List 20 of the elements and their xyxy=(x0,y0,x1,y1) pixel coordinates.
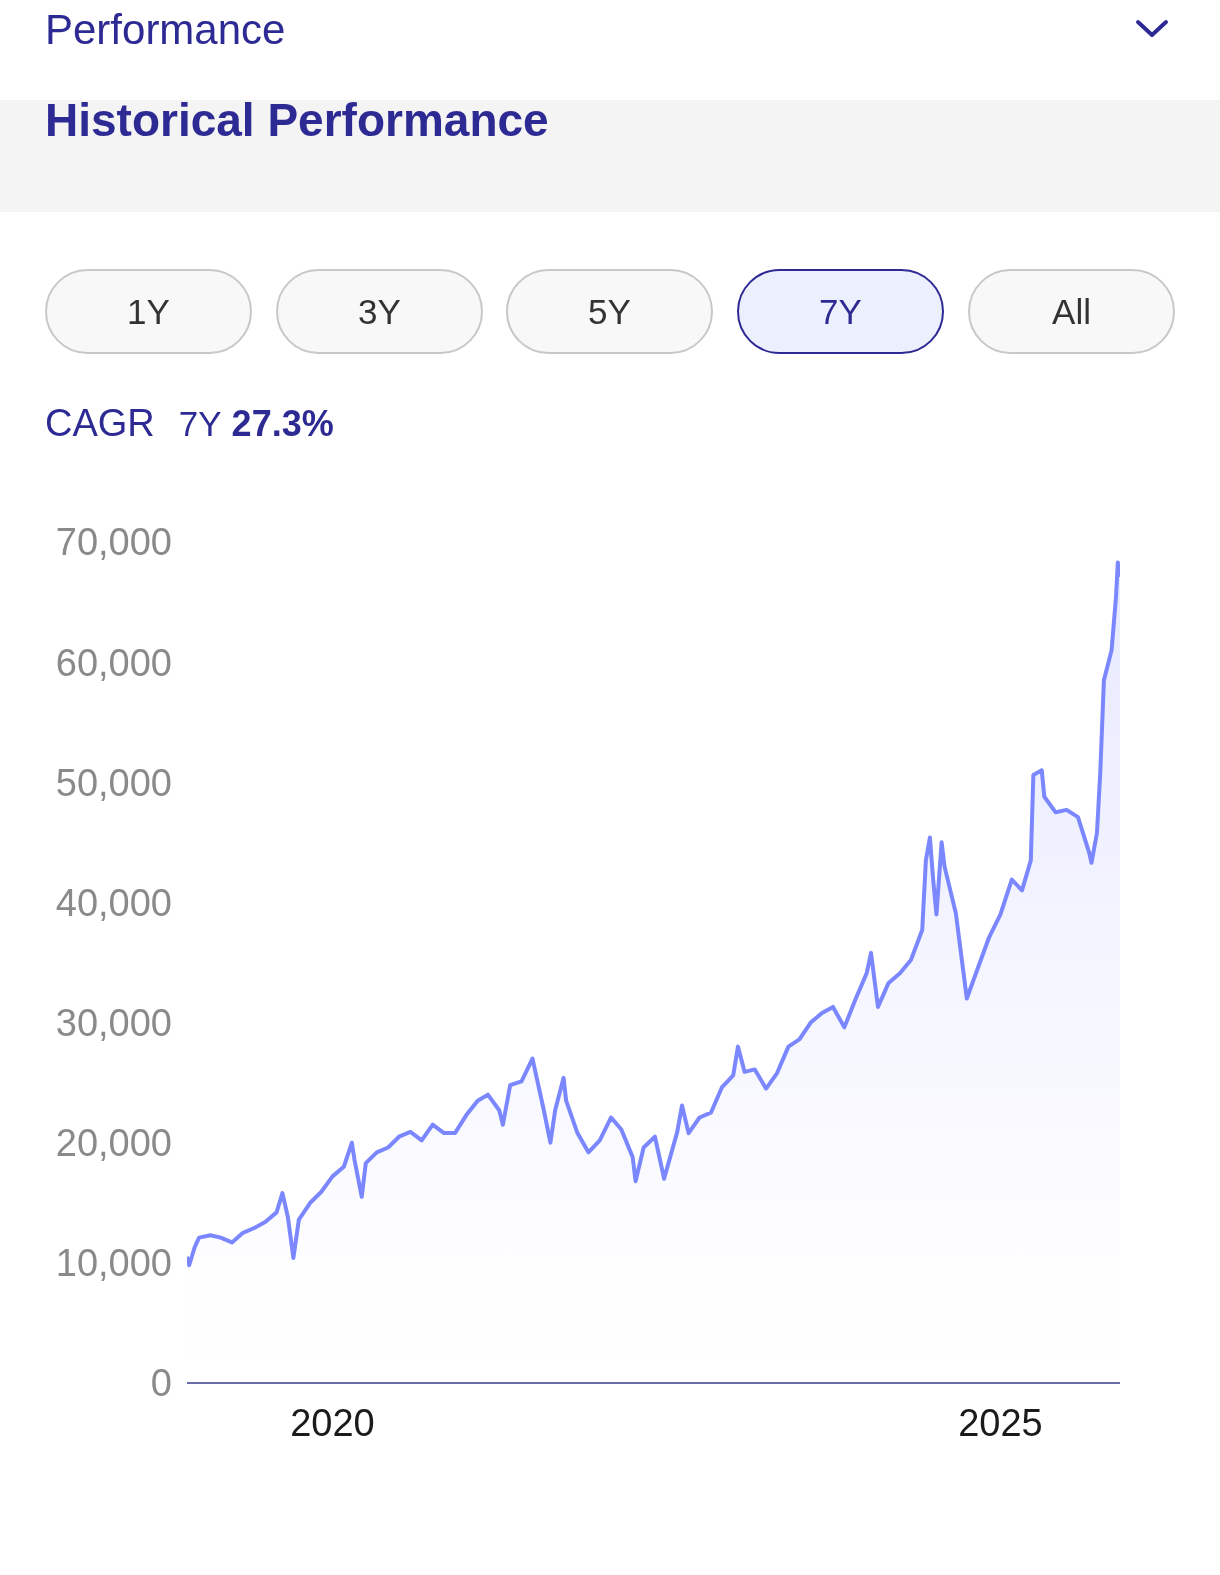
y-tick-label: 0 xyxy=(150,1362,172,1405)
y-tick-label: 20,000 xyxy=(55,1122,172,1165)
chart-title: Performance xyxy=(45,6,286,54)
y-tick-label: 60,000 xyxy=(55,641,172,684)
y-tick-label: 50,000 xyxy=(55,761,172,804)
pill-button: 3Y xyxy=(276,269,483,354)
chart-subtitle: Historical Performance xyxy=(45,93,549,148)
y-tick-label: 30,000 xyxy=(55,1002,172,1045)
pill-button: 5Y xyxy=(506,269,713,354)
y-tick-label: 10,000 xyxy=(55,1242,172,1285)
pill-button: All xyxy=(968,269,1175,354)
text: 7Y xyxy=(178,404,222,444)
y-tick-label: 70,000 xyxy=(55,521,172,564)
y-tick-label: 40,000 xyxy=(55,881,172,924)
text: 27.3% xyxy=(231,403,334,445)
x-tick-label: 2025 xyxy=(958,1401,1043,1444)
x-tick-label: 2020 xyxy=(290,1401,375,1444)
pill-button: 1Y xyxy=(45,269,252,354)
pill-button: 7Y xyxy=(737,269,944,354)
text: CAGR xyxy=(45,402,155,445)
